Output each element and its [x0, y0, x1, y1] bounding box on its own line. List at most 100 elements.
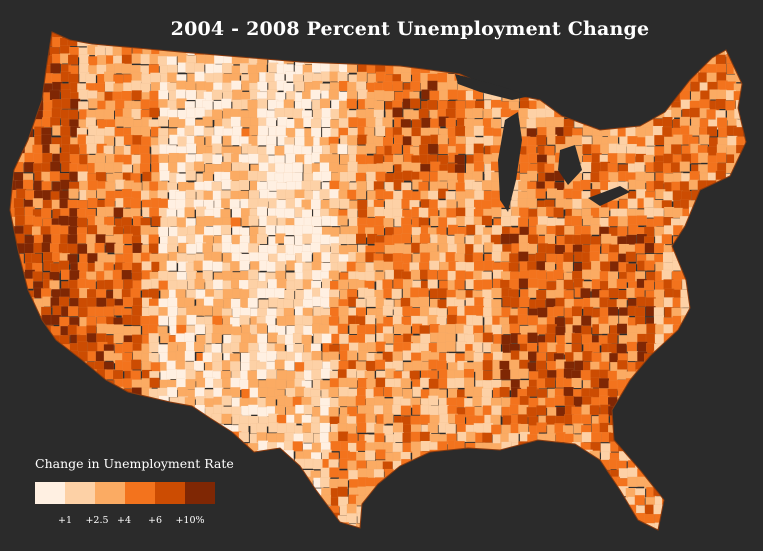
- county-cell: [94, 261, 105, 272]
- county-cell: [663, 458, 675, 470]
- county-cell: [130, 144, 141, 155]
- county-cell: [527, 332, 538, 343]
- county-cell: [726, 434, 738, 445]
- county-cell: [464, 198, 476, 209]
- county-cell: [662, 422, 673, 433]
- county-cell: [526, 260, 538, 272]
- county-cell: [536, 441, 547, 453]
- county-cell: [580, 234, 591, 245]
- county-cell: [556, 82, 567, 93]
- county-cell: [10, 350, 15, 361]
- county-cell: [392, 314, 403, 326]
- county-cell: [601, 505, 612, 517]
- county-cell: [112, 425, 123, 436]
- county-cell: [148, 305, 160, 316]
- county-cell: [735, 388, 746, 399]
- county-cell: [410, 415, 421, 426]
- county-cell: [663, 153, 674, 164]
- county-cell: [661, 234, 672, 245]
- county-cell: [86, 143, 97, 154]
- county-cell: [104, 279, 115, 290]
- county-cell: [536, 81, 547, 93]
- county-cell: [726, 350, 738, 361]
- county-cell: [132, 242, 143, 254]
- county-cell: [149, 181, 160, 192]
- county-cell: [679, 432, 690, 443]
- county-cell: [329, 467, 340, 478]
- county-cell: [60, 98, 72, 109]
- county-cell: [87, 387, 99, 399]
- county-cell: [321, 251, 332, 263]
- county-cell: [50, 352, 62, 364]
- county-cell: [158, 153, 169, 165]
- county-cell: [500, 216, 512, 227]
- county-cell: [438, 469, 449, 481]
- county-cell: [679, 379, 691, 390]
- county-cell: [347, 460, 358, 471]
- county-cell: [365, 44, 376, 56]
- county-cell: [581, 523, 593, 530]
- county-cell: [564, 107, 576, 118]
- county-cell: [382, 305, 393, 316]
- county-cell: [637, 395, 648, 407]
- county-cell: [743, 513, 746, 525]
- county-cell: [625, 110, 637, 121]
- county-cell: [22, 478, 33, 489]
- county-cell: [553, 207, 564, 218]
- county-cell: [654, 134, 665, 146]
- county-cell: [733, 53, 745, 65]
- county-cell: [626, 341, 638, 353]
- county-cell: [463, 514, 474, 525]
- county-cell: [375, 125, 386, 137]
- county-cell: [274, 145, 285, 157]
- county-cell: [394, 487, 405, 498]
- county-cell: [590, 109, 601, 120]
- county-cell: [402, 136, 413, 147]
- county-cell: [123, 406, 134, 417]
- county-cell: [383, 217, 394, 229]
- county-cell: [743, 533, 753, 543]
- county-cell: [230, 170, 241, 182]
- county-cell: [745, 62, 746, 74]
- county-cell: [374, 206, 385, 218]
- county-cell: [267, 278, 278, 290]
- county-cell: [33, 361, 44, 372]
- county-cell: [742, 326, 746, 337]
- county-cell: [688, 279, 700, 291]
- county-cell: [500, 369, 511, 380]
- county-cell: [356, 71, 368, 83]
- county-cell: [671, 82, 682, 94]
- county-cell: [410, 191, 422, 202]
- county-cell: [310, 89, 321, 100]
- county-cell: [653, 460, 664, 471]
- county-cell: [430, 485, 441, 496]
- county-cell: [240, 46, 251, 58]
- county-cell: [727, 262, 738, 274]
- county-cell: [519, 296, 530, 308]
- county-cell: [636, 415, 647, 427]
- county-cell: [454, 449, 465, 461]
- county-cell: [139, 433, 150, 444]
- county-cell: [383, 531, 393, 541]
- county-cell: [22, 370, 33, 381]
- county-cell: [518, 505, 529, 516]
- county-cell: [679, 451, 690, 462]
- county-cell: [292, 332, 304, 344]
- county-cell: [418, 181, 429, 192]
- county-cell: [402, 468, 413, 480]
- county-cell: [673, 62, 684, 73]
- county-cell: [742, 278, 746, 289]
- county-cell: [410, 297, 421, 308]
- county-cell: [58, 215, 69, 226]
- county-cell: [473, 305, 485, 317]
- county-cell: [643, 56, 654, 67]
- county-cell: [149, 90, 160, 102]
- county-cell: [211, 332, 222, 344]
- county-cell: [599, 64, 610, 75]
- county-cell: [555, 533, 565, 543]
- county-cell: [176, 377, 187, 389]
- county-cell: [654, 413, 665, 424]
- county-cell: [733, 44, 745, 55]
- county-cell: [744, 116, 746, 127]
